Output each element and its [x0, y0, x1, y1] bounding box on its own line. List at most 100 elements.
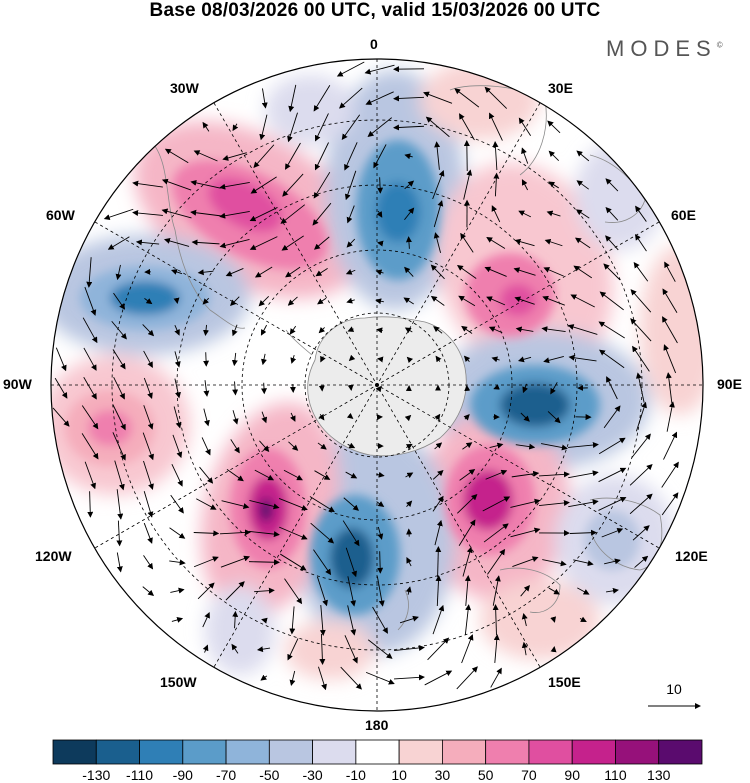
wind-vector [539, 499, 570, 507]
colorbar-swatch [571, 739, 616, 765]
wind-vector [346, 297, 355, 304]
brand-name: MODES [606, 36, 717, 61]
wind-vector [319, 633, 326, 665]
wind-vector [632, 525, 650, 541]
wind-vector [249, 530, 280, 538]
wind-vector [314, 142, 329, 171]
wind-vector [394, 674, 425, 681]
wind-vector [543, 356, 564, 364]
wind-vector [567, 324, 598, 335]
wind-vector [318, 413, 325, 421]
wind-vector [249, 236, 278, 250]
wind-vector [606, 376, 618, 400]
wind-vector [86, 257, 93, 288]
wind-vector [170, 494, 184, 514]
wind-vector [336, 61, 365, 77]
wind-vector [547, 411, 561, 424]
wind-vector [430, 264, 445, 280]
wind-vector [143, 377, 153, 399]
wind-vector [631, 433, 651, 459]
wind-vector [279, 526, 308, 540]
wind-vector [346, 205, 355, 224]
wind-vector [463, 355, 471, 363]
wind-vector [377, 240, 384, 247]
wind-vector [662, 316, 678, 344]
wind-vector [318, 326, 326, 334]
wind-vector [512, 556, 539, 567]
wind-vector [579, 616, 587, 623]
wind-vector [541, 326, 566, 333]
wind-vector [605, 178, 619, 192]
colorbar-tick-label: -130 [82, 767, 110, 783]
lon-label-30e: 30E [548, 80, 573, 96]
wind-vector [434, 519, 443, 546]
lon-label-150e: 150E [548, 674, 581, 690]
wind-vector [285, 142, 301, 170]
wind-vector [435, 575, 442, 607]
wind-vector [404, 153, 413, 160]
wind-vector [377, 356, 384, 363]
wind-vector [316, 576, 328, 607]
colorbar-swatch [268, 739, 314, 765]
wind-vector [143, 522, 153, 544]
wind-vector [193, 530, 220, 537]
wind-vector [173, 297, 180, 304]
colorbar-tick-label: 110 [604, 767, 627, 783]
lon-label-60e: 60E [671, 207, 696, 223]
wind-vector [433, 200, 444, 228]
wind-vector [84, 461, 96, 490]
wind-vector [203, 324, 209, 337]
wind-vector [664, 261, 676, 282]
wind-vector [345, 471, 358, 479]
wind-vector [225, 581, 245, 601]
wind-vector [550, 616, 557, 623]
wind-vector [433, 326, 443, 334]
wind-vector [249, 499, 280, 510]
wind-vector [461, 634, 474, 664]
wind-vector [458, 519, 476, 546]
wind-vector [190, 179, 221, 189]
wind-vector [629, 464, 653, 486]
lon-label-120w: 120W [35, 548, 72, 564]
wind-vector [282, 173, 304, 197]
wind-vector [254, 587, 275, 594]
wind-vector [405, 472, 414, 479]
wind-vector [288, 84, 297, 113]
wind-vector [220, 555, 250, 568]
wind-vector [283, 469, 303, 481]
wind-vector [598, 497, 627, 511]
wind-vector [393, 124, 425, 131]
wind-vector [377, 177, 384, 194]
wind-vector [423, 91, 453, 104]
colorbar-tick-label: -10 [346, 767, 366, 783]
wind-vector [174, 378, 181, 399]
wind-vector [81, 433, 99, 460]
brand-logo: MODES© [606, 36, 723, 62]
wind-vector [514, 238, 535, 247]
wind-vector [202, 297, 210, 305]
wind-vector [404, 266, 414, 277]
wind-vector [143, 460, 154, 490]
wind-vector [113, 292, 126, 310]
wind-vector [517, 356, 532, 363]
wind-vector [662, 288, 678, 313]
colorbar-swatch [139, 739, 184, 765]
wind-vector [463, 414, 470, 421]
wind-vector [432, 495, 444, 512]
wind-vector [116, 552, 123, 573]
wind-vector [634, 234, 647, 252]
wind-vector [404, 327, 413, 334]
wind-vector [376, 501, 385, 507]
wind-vector [232, 123, 239, 132]
wind-vector [142, 586, 155, 596]
colorbar-tick-label: 90 [564, 767, 580, 783]
colorbar-swatch [95, 739, 140, 765]
wind-vector [225, 267, 244, 277]
colorbar-swatch [658, 739, 703, 765]
wind-vector [568, 470, 599, 479]
wind-vector [347, 442, 356, 449]
wind-vector [510, 527, 541, 538]
wind-vector [112, 432, 126, 461]
wind-vector [315, 267, 328, 277]
wind-vector [432, 170, 445, 200]
